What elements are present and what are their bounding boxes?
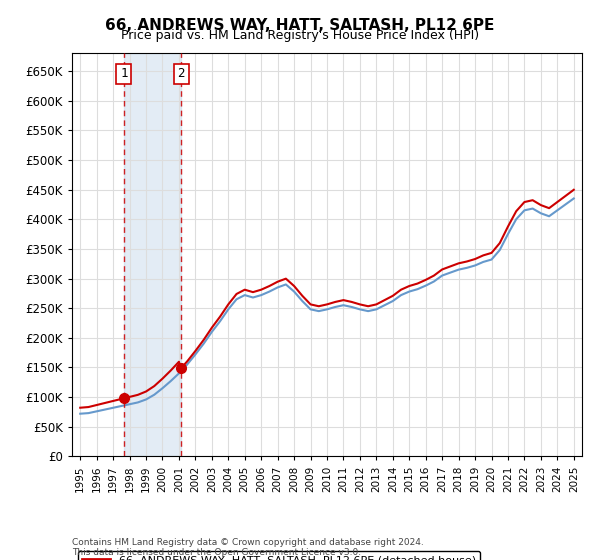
Bar — [124, 53, 181, 456]
Text: Contains HM Land Registry data © Crown copyright and database right 2024.
This d: Contains HM Land Registry data © Crown c… — [72, 538, 424, 557]
Text: Price paid vs. HM Land Registry's House Price Index (HPI): Price paid vs. HM Land Registry's House … — [121, 29, 479, 42]
Legend: 66, ANDREWS WAY, HATT, SALTASH, PL12 6PE (detached house), HPI: Average price, d: 66, ANDREWS WAY, HATT, SALTASH, PL12 6PE… — [77, 550, 480, 560]
Text: 1: 1 — [120, 67, 128, 81]
Text: 66, ANDREWS WAY, HATT, SALTASH, PL12 6PE: 66, ANDREWS WAY, HATT, SALTASH, PL12 6PE — [106, 18, 494, 33]
Text: 2: 2 — [178, 67, 185, 81]
